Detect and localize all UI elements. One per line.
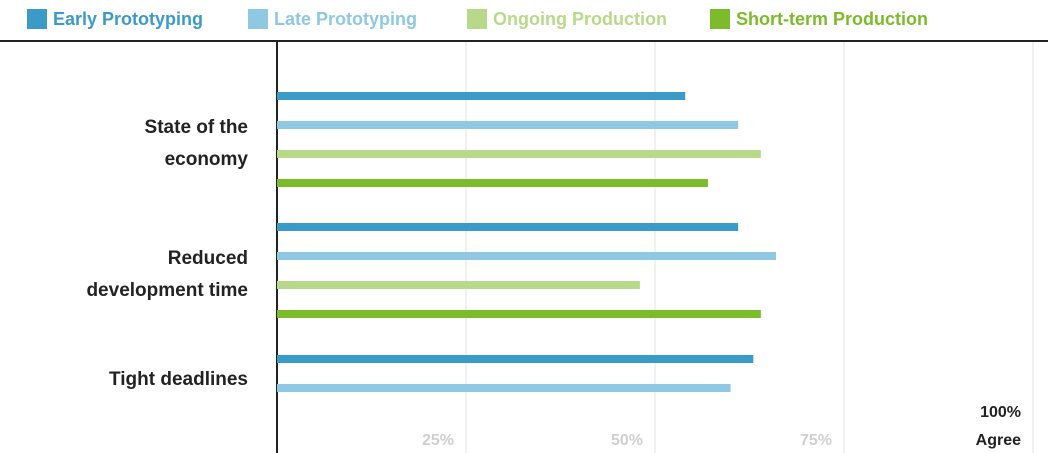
x-end-label-line-2: Agree [976,432,1021,449]
legend: Early Prototyping Late Prototyping Ongoi… [0,0,1048,40]
legend-swatch-late-prototyping [248,9,268,29]
category-label-1-line-1: State of the [145,117,248,138]
bar-short-term-production-1 [277,179,708,187]
bar-early-prototyping-2 [277,223,739,231]
legend-item-late-prototyping: Late Prototyping [248,8,417,30]
bar-ongoing-production-2 [277,281,640,289]
legend-label-short-term-production: Short-term Production [736,9,928,29]
bar-early-prototyping-1 [277,92,686,100]
legend-swatch-short-term-production [710,9,730,29]
category-label-2-line-1: Reduced [168,248,248,269]
bar-late-prototyping-2 [277,252,776,260]
bar-short-term-production-2 [277,310,761,318]
category-label-2-line-2: development time [86,280,248,301]
bar-late-prototyping-1 [277,121,739,129]
legend-label-late-prototyping: Late Prototyping [274,9,417,29]
legend-item-early-prototyping: Early Prototyping [27,8,203,30]
legend-item-short-term-production: Short-term Production [710,8,928,30]
x-end-label-line-1: 100% [980,404,1021,421]
bar-early-prototyping-3 [277,355,754,363]
x-tick-label-75: 75% [800,432,832,449]
legend-swatch-early-prototyping [27,9,47,29]
category-label-3-line-1: Tight deadlines [109,369,248,390]
category-label-1-line-2: economy [165,149,249,170]
legend-swatch-ongoing-production [467,9,487,29]
legend-item-ongoing-production: Ongoing Production [467,8,667,30]
bar-ongoing-production-1 [277,150,761,158]
bar-late-prototyping-3 [277,384,731,392]
legend-label-ongoing-production: Ongoing Production [493,9,667,29]
legend-label-early-prototyping: Early Prototyping [53,9,204,29]
top-rule [0,40,1048,42]
x-tick-label-50: 50% [611,432,643,449]
x-tick-label-25: 25% [422,432,454,449]
